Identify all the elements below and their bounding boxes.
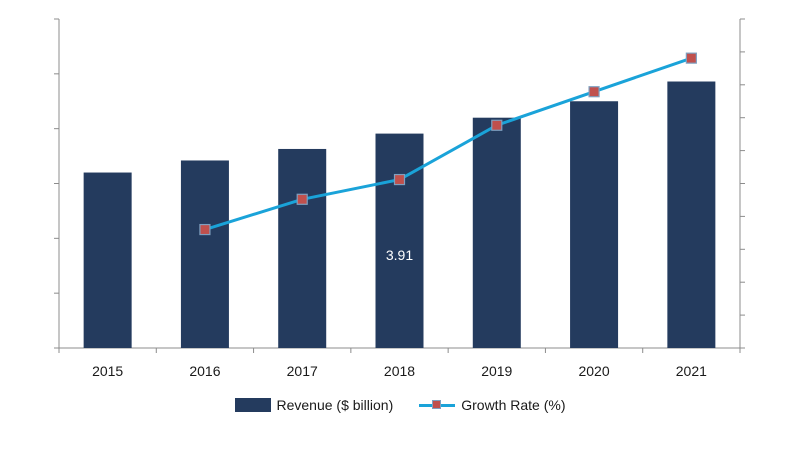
- bar-revenue-2020: [570, 101, 619, 348]
- x-tick-label-2017: 2017: [287, 363, 318, 379]
- data-label-revenue-2018: 3.91: [386, 247, 413, 263]
- point-growth-rate-2018: [393, 173, 406, 186]
- x-tick-label-2021: 2021: [676, 363, 707, 379]
- bar-revenue-2019: [472, 117, 521, 348]
- x-tick-label-2016: 2016: [189, 363, 220, 379]
- legend-item-revenue: Revenue ($ billion): [234, 397, 394, 413]
- x-tick-label-2020: 2020: [578, 363, 609, 379]
- legend-item-growth-rate: Growth Rate (%): [419, 397, 565, 413]
- line-growth-rate: [204, 56, 692, 231]
- legend-swatch-revenue: [234, 398, 271, 412]
- bar-revenue-2021: [667, 81, 716, 348]
- x-tick-label-2018: 2018: [384, 363, 415, 379]
- bar-revenue-2018: [375, 133, 424, 348]
- legend-label-growth-rate: Growth Rate (%): [461, 397, 566, 413]
- point-growth-rate-2017: [296, 193, 308, 205]
- point-growth-rate-2019: [491, 119, 503, 131]
- point-growth-rate-2021: [685, 52, 697, 64]
- x-tick-label-2015: 2015: [92, 363, 123, 379]
- point-growth-rate-2016: [199, 223, 211, 236]
- legend-label-revenue: Revenue ($ billion): [276, 397, 394, 413]
- x-tick-label-2019: 2019: [481, 363, 512, 379]
- point-growth-rate-2020: [588, 86, 600, 98]
- chart-legend: Revenue ($ billion) Growth Rate (%): [0, 397, 800, 413]
- bar-revenue-2015: [83, 172, 132, 348]
- legend-swatch-growth-rate: [419, 398, 456, 412]
- bar-revenue-2017: [278, 148, 327, 348]
- bar-revenue-2016: [180, 160, 229, 348]
